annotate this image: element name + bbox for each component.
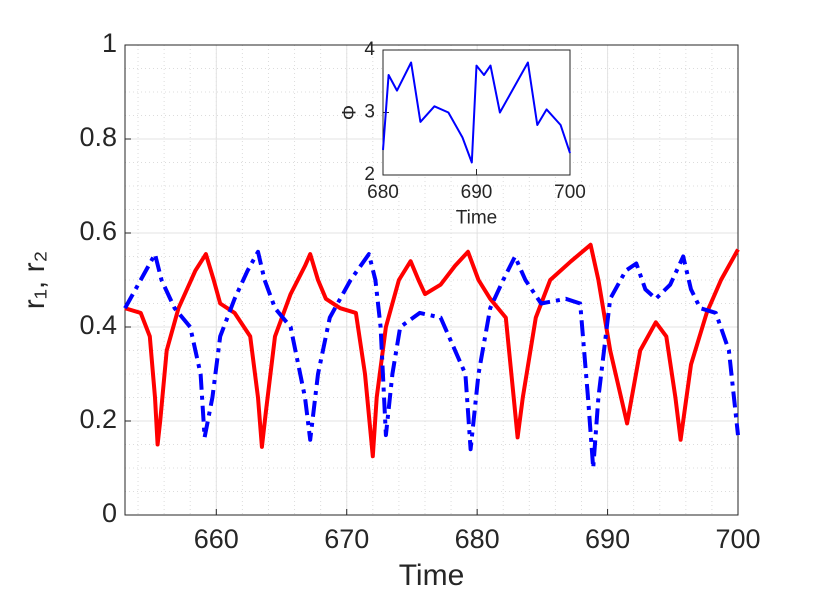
x-tick-label: 680 <box>367 182 399 203</box>
y-tick-label: 0 <box>102 498 117 528</box>
y-axis-label: Φ <box>340 105 361 120</box>
y-axis-label: r₁, r₂ <box>18 251 51 309</box>
x-axis-label: Time <box>456 208 498 229</box>
y-tick-label: 0.4 <box>79 310 117 340</box>
data-line <box>123 249 740 470</box>
y-tick-label: 3 <box>364 102 375 123</box>
axes-box <box>124 44 739 516</box>
chart: 680 690 700 2 3 4 Time Φ <box>340 39 586 229</box>
y-tick-label: 2 <box>364 164 375 185</box>
x-tick-label: 660 <box>194 524 239 554</box>
data-line <box>382 61 571 164</box>
y-tick-label: 0.6 <box>79 216 117 246</box>
axes-box <box>382 49 571 176</box>
y-tick-label: 4 <box>364 39 375 60</box>
x-tick-label: 700 <box>554 182 586 203</box>
x-tick-label: 680 <box>455 524 500 554</box>
data-line <box>124 242 740 459</box>
x-tick-label: 700 <box>715 524 760 554</box>
y-tick-label: 1 <box>102 28 117 58</box>
x-axis-label: Time <box>399 559 465 592</box>
x-tick-label: 690 <box>461 182 493 203</box>
y-tick-label: 0.8 <box>79 122 117 152</box>
x-tick-label: 690 <box>585 524 630 554</box>
x-tick-label: 670 <box>324 524 369 554</box>
y-tick-label: 0.2 <box>79 404 117 434</box>
